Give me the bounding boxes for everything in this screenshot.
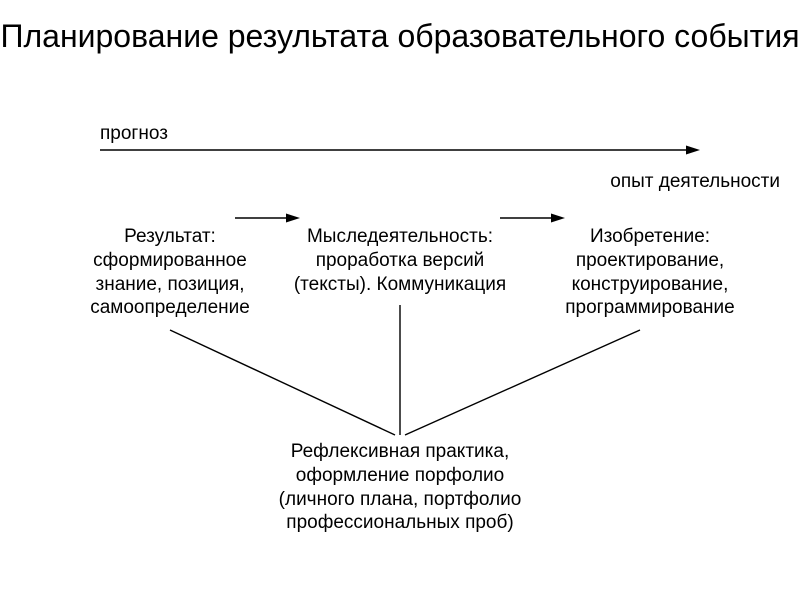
diagram-stage: Планирование результата образовательного…: [0, 0, 800, 600]
node-prognoz: прогноз: [100, 122, 200, 146]
diagram-title: Планирование результата образовательного…: [0, 18, 800, 55]
node-reflex: Рефлексивная практика, оформление порфол…: [230, 440, 570, 535]
node-opyt: опыт деятельности: [560, 170, 780, 194]
node-result: Результат: сформированное знание, позици…: [70, 225, 270, 320]
node-izobr: Изобретение: проектирование, конструиров…: [545, 225, 755, 320]
node-mysl: Мыследеятельность: проработка версий (те…: [285, 225, 515, 296]
